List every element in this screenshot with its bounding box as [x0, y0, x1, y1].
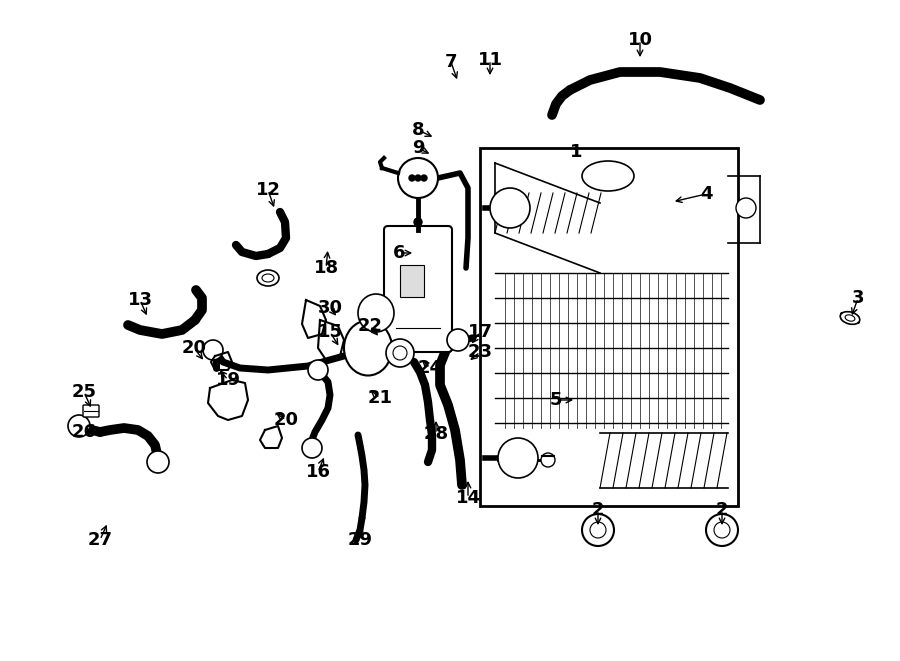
Text: 14: 14 — [455, 489, 481, 507]
Ellipse shape — [257, 270, 279, 286]
Circle shape — [203, 340, 223, 360]
Text: 29: 29 — [347, 531, 373, 549]
Text: 23: 23 — [467, 343, 492, 361]
Text: 22: 22 — [357, 317, 382, 335]
Text: 12: 12 — [256, 181, 281, 199]
Circle shape — [498, 438, 538, 478]
Text: 9: 9 — [412, 139, 424, 157]
Circle shape — [421, 175, 427, 181]
Text: 5: 5 — [550, 391, 562, 409]
Text: 13: 13 — [128, 291, 152, 309]
Circle shape — [415, 175, 421, 181]
FancyBboxPatch shape — [83, 405, 99, 417]
Circle shape — [447, 329, 469, 351]
Text: 3: 3 — [851, 289, 864, 307]
Text: 6: 6 — [392, 244, 405, 262]
Circle shape — [308, 360, 328, 380]
Text: 1: 1 — [570, 143, 582, 161]
Ellipse shape — [344, 321, 392, 375]
Circle shape — [582, 514, 614, 546]
Circle shape — [414, 218, 422, 226]
Ellipse shape — [262, 274, 274, 282]
Text: 25: 25 — [71, 383, 96, 401]
Text: 20: 20 — [182, 339, 206, 357]
Ellipse shape — [845, 315, 855, 321]
Circle shape — [302, 438, 322, 458]
Text: 17: 17 — [467, 323, 492, 341]
Circle shape — [490, 188, 530, 228]
Circle shape — [714, 522, 730, 538]
Text: 28: 28 — [423, 425, 448, 443]
Bar — [480, 148, 738, 506]
Ellipse shape — [841, 311, 859, 325]
Circle shape — [68, 415, 90, 437]
Text: 26: 26 — [71, 423, 96, 441]
Text: 21: 21 — [367, 389, 392, 407]
Text: 15: 15 — [318, 323, 343, 341]
Text: 30: 30 — [318, 299, 343, 317]
Text: 8: 8 — [411, 121, 424, 139]
Text: 27: 27 — [87, 531, 112, 549]
Text: 20: 20 — [274, 411, 299, 429]
Circle shape — [541, 453, 555, 467]
Text: 19: 19 — [215, 371, 240, 389]
Ellipse shape — [358, 294, 394, 332]
Circle shape — [147, 451, 169, 473]
Text: 7: 7 — [445, 53, 457, 71]
Circle shape — [386, 339, 414, 367]
Circle shape — [736, 198, 756, 218]
Circle shape — [590, 522, 606, 538]
Circle shape — [398, 158, 438, 198]
Text: 11: 11 — [478, 51, 502, 69]
Text: 16: 16 — [305, 463, 330, 481]
Text: 2: 2 — [592, 501, 604, 519]
Text: 10: 10 — [627, 31, 652, 49]
Text: 24: 24 — [418, 359, 443, 377]
Text: 2: 2 — [716, 501, 728, 519]
FancyBboxPatch shape — [384, 226, 452, 352]
Ellipse shape — [582, 161, 634, 191]
Circle shape — [706, 514, 738, 546]
Text: 18: 18 — [313, 259, 338, 277]
Bar — [400, 265, 424, 297]
Text: 4: 4 — [700, 185, 712, 203]
Circle shape — [409, 175, 415, 181]
Circle shape — [393, 346, 407, 360]
